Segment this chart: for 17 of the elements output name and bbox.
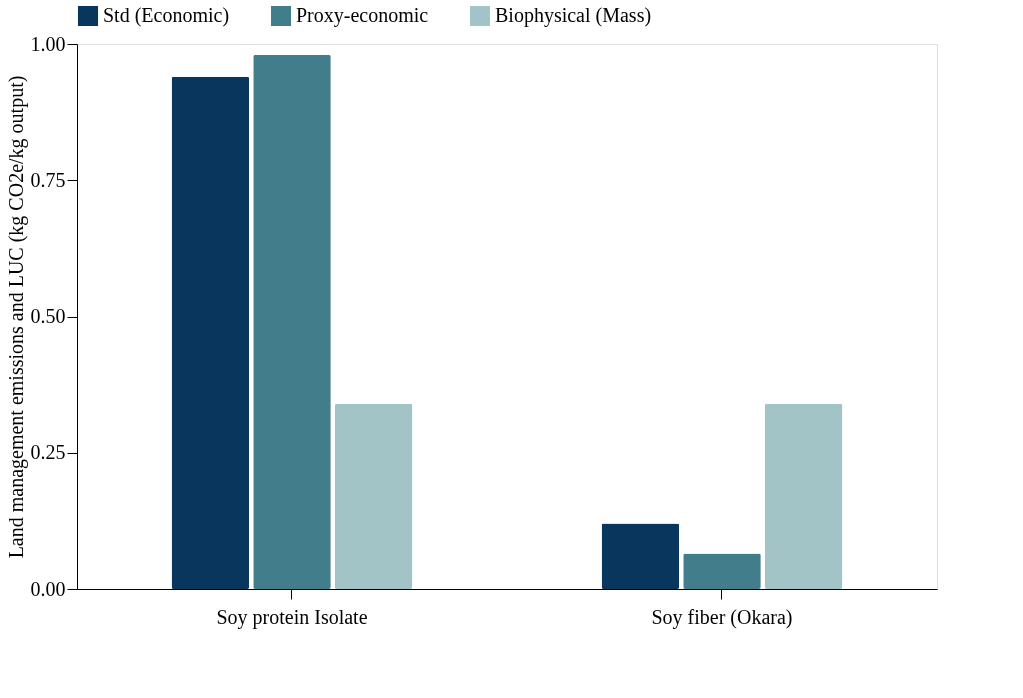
legend-label: Proxy-economic xyxy=(296,4,429,27)
bar xyxy=(334,403,413,589)
bar xyxy=(764,403,843,589)
legend-label: Biophysical (Mass) xyxy=(495,4,652,27)
bar xyxy=(601,523,680,589)
bar xyxy=(171,76,250,589)
y-tick-label: 0.00 xyxy=(30,577,66,600)
x-tick-label: Soy protein Isolate xyxy=(216,605,368,629)
y-axis-title: Land management emissions and LUC (kg CO2e/kg output) xyxy=(4,75,28,559)
x-tick-label: Soy fiber (Okara) xyxy=(651,605,793,629)
y-tick-label: 1.00 xyxy=(30,32,66,55)
y-tick-label: 0.75 xyxy=(30,168,66,191)
legend-label: Std (Economic) xyxy=(103,4,230,27)
y-tick-label: 0.25 xyxy=(30,441,66,464)
bar xyxy=(253,54,331,589)
bar xyxy=(683,553,761,589)
y-tick-label: 0.50 xyxy=(30,305,66,327)
